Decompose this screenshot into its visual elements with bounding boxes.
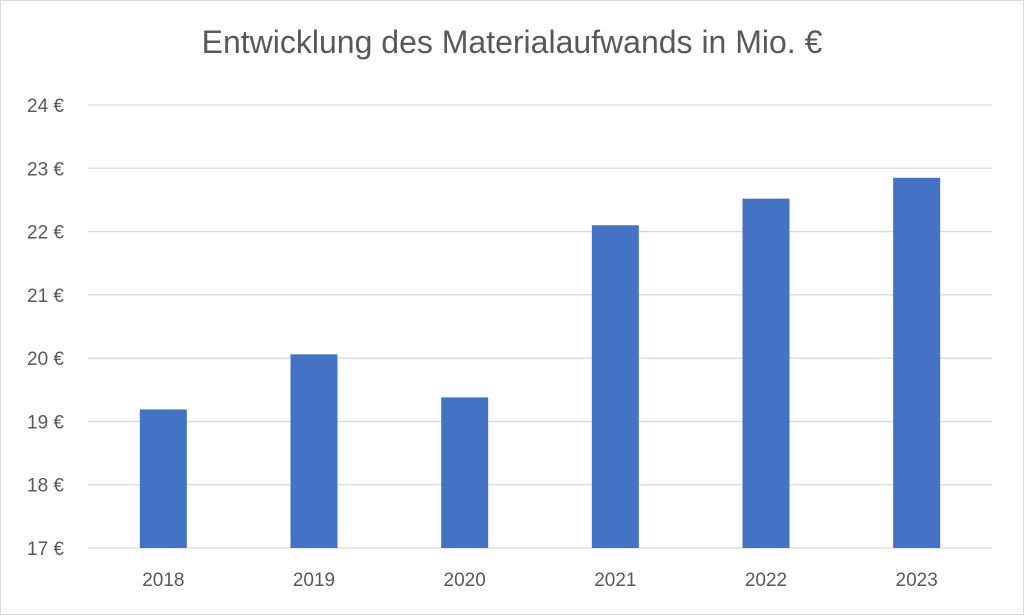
x-axis-ticks: 2018 2019 2020 2021 2022 2023 xyxy=(142,570,938,591)
y-tick-label-19: 19 € xyxy=(27,412,64,433)
x-tick-label-2023: 2023 xyxy=(896,570,938,591)
y-tick-label-24: 24 € xyxy=(27,96,64,117)
bar-2023 xyxy=(893,177,941,548)
bar-2018 xyxy=(139,409,187,548)
y-tick-label-20: 20 € xyxy=(27,349,64,370)
y-tick-label-22: 22 € xyxy=(27,223,64,244)
bars xyxy=(139,177,941,549)
x-tick-label-2019: 2019 xyxy=(293,570,335,591)
y-tick-label-17: 17 € xyxy=(27,539,64,560)
gridlines xyxy=(88,104,992,549)
y-tick-label-23: 23 € xyxy=(27,159,64,180)
x-tick-label-2021: 2021 xyxy=(594,570,636,591)
y-axis-ticks: 17 € 18 € 19 € 20 € 21 € 22 € 23 € 24 € xyxy=(27,96,64,560)
chart-title: Entwicklung des Materialaufwands in Mio.… xyxy=(201,24,823,60)
x-tick-label-2020: 2020 xyxy=(444,570,486,591)
x-tick-label-2018: 2018 xyxy=(142,570,184,591)
bar-2019 xyxy=(290,354,338,548)
bar-2020 xyxy=(441,397,489,548)
y-tick-label-18: 18 € xyxy=(27,476,64,497)
x-tick-label-2022: 2022 xyxy=(745,570,787,591)
bar-2022 xyxy=(742,198,790,549)
y-tick-label-21: 21 € xyxy=(27,286,64,307)
bar-2021 xyxy=(591,225,639,548)
